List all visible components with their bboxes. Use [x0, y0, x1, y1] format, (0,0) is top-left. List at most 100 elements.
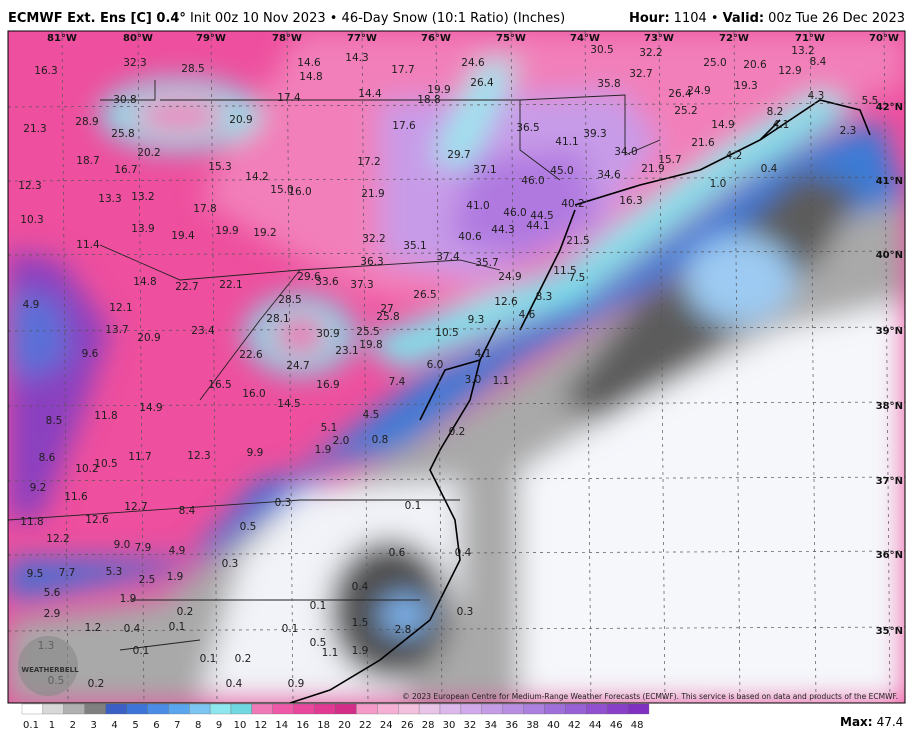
lon-line — [137, 31, 145, 703]
snow-value: 4.1 — [475, 348, 492, 360]
snow-value: 14.5 — [277, 398, 300, 410]
values-layer: 16.3 32.3 28.5 14.6 14.8 14.3 17.7 24.6 30.5 32.2… — [18, 44, 878, 690]
snow-value: 8.5 — [46, 415, 63, 427]
colorbar-cell — [377, 703, 399, 715]
lon-label: 81°W — [47, 33, 77, 44]
colorbar-label: 42 — [568, 720, 581, 731]
snow-value: 8.6 — [39, 452, 56, 464]
snow-value: 7.5 — [569, 272, 586, 284]
snow-value: 5.5 — [862, 95, 879, 107]
snow-value: 16.9 — [316, 379, 339, 391]
colorbar-label: 26 — [401, 720, 414, 731]
colorbar-label: 8 — [195, 720, 201, 731]
snow-value: 41.0 — [466, 200, 489, 212]
colorbar-cell — [398, 703, 420, 715]
snow-value: 2.8 — [395, 624, 412, 636]
snow-value: 2.9 — [44, 608, 61, 620]
colorbar-label: 40 — [547, 720, 560, 731]
snow-value: 3.0 — [465, 374, 482, 386]
lat-line — [8, 550, 905, 556]
snow-value: 30.9 — [316, 328, 339, 340]
lon-line — [286, 31, 294, 703]
snow-value: 17.2 — [357, 156, 380, 168]
snow-value: 14.9 — [711, 119, 734, 131]
snow-value: 32.2 — [362, 233, 385, 245]
lon-label: 79°W — [196, 33, 226, 44]
snow-value: 37.1 — [473, 164, 496, 176]
snow-value: 10.5 — [435, 327, 458, 339]
snow-value: 11.6 — [64, 491, 88, 503]
lon-label: 76°W — [421, 33, 451, 44]
snow-value: 37.3 — [350, 279, 373, 291]
lon-label: 75°W — [496, 33, 526, 44]
snow-value: 29.6 — [297, 271, 321, 283]
snow-value: 14.2 — [245, 171, 268, 183]
snow-value: 21.5 — [566, 235, 589, 247]
snow-value: 23.4 — [191, 325, 215, 337]
snow-value: 9.0 — [114, 539, 131, 551]
snow-value: 5.1 — [321, 422, 338, 434]
colorbar-label: 12 — [255, 720, 268, 731]
colorbar-label: 3 — [91, 720, 97, 731]
snow-value: 14.8 — [133, 276, 156, 288]
lat-label: 41°N — [876, 176, 903, 187]
snow-value: 22.7 — [175, 281, 198, 293]
lon-label: 77°W — [347, 33, 377, 44]
lon-label: 78°W — [272, 33, 302, 44]
colorbar-label: 16 — [296, 720, 309, 731]
lon-line — [658, 31, 666, 703]
snow-value: 4.9 — [169, 545, 186, 557]
snow-value: 11.8 — [20, 516, 43, 528]
colorbar-cell — [105, 703, 127, 715]
snow-value: 0.4 — [761, 163, 778, 175]
lon-line — [435, 31, 443, 703]
snow-value: 12.3 — [187, 450, 210, 462]
colorbar-label: 20 — [338, 720, 351, 731]
colorbar-cell — [460, 703, 482, 715]
snow-value: 33.6 — [315, 276, 339, 288]
snow-value: 0.4 — [455, 547, 472, 559]
snow-value: 40.2 — [561, 198, 584, 210]
snow-value: 11.5 — [553, 265, 576, 277]
colorbar-label: 18 — [317, 720, 330, 731]
snow-value: 14.6 — [297, 57, 321, 69]
snow-value: 8.4 — [179, 505, 196, 517]
snow-value: 0.3 — [457, 606, 474, 618]
snow-value: 14.4 — [358, 88, 382, 100]
colorbar-cell — [293, 703, 315, 715]
max: Max: 47.4 — [840, 715, 903, 729]
snow-value: 2.5 — [139, 574, 156, 586]
snow-value: 1.2 — [85, 622, 102, 634]
snow-value: 36.5 — [516, 122, 539, 134]
snow-value: 16.3 — [619, 195, 642, 207]
snow-value: 2.0 — [333, 435, 350, 447]
colorbar-label: 6 — [153, 720, 159, 731]
colorbar: 0.1 1 2 3 4 5 6 7 8 9 10 12 14 16 18 20 22 24 26 28 30 32 34 36… — [21, 703, 650, 731]
lon-label: 71°W — [795, 33, 825, 44]
colorbar-cell — [189, 703, 211, 715]
snow-value: 35.7 — [475, 257, 498, 269]
colorbar-cell — [42, 703, 64, 715]
lat-label: 40°N — [876, 250, 903, 261]
colorbar-cell — [523, 703, 545, 715]
snow-value: 37.4 — [436, 251, 460, 263]
snow-value: 1.9 — [352, 645, 369, 657]
snow-value: 24.9 — [687, 85, 710, 97]
snow-value: 39.3 — [583, 128, 606, 140]
snow-value: 25.8 — [111, 128, 134, 140]
snow-value: 2.3 — [840, 125, 857, 137]
snow-value: 44.1 — [526, 220, 549, 232]
max-label: Max: — [840, 715, 873, 729]
lat-label: 36°N — [876, 550, 903, 561]
snow-value: 0.8 — [372, 434, 389, 446]
snow-value: 12.6 — [494, 296, 518, 308]
graticule: 81°W 80°W 79°W 78°W 77°W 76°W 75°W 74°W 73°W 72°W… — [8, 31, 905, 703]
lat-label: 38°N — [876, 401, 903, 412]
lon-line — [584, 31, 592, 703]
colorbar-cell — [251, 703, 273, 715]
snow-value: 24.7 — [286, 360, 309, 372]
snow-value: 32.2 — [639, 47, 662, 59]
snow-value: 10.5 — [94, 458, 117, 470]
snow-value: 16.0 — [288, 186, 311, 198]
snow-value: 15.0 — [270, 184, 293, 196]
